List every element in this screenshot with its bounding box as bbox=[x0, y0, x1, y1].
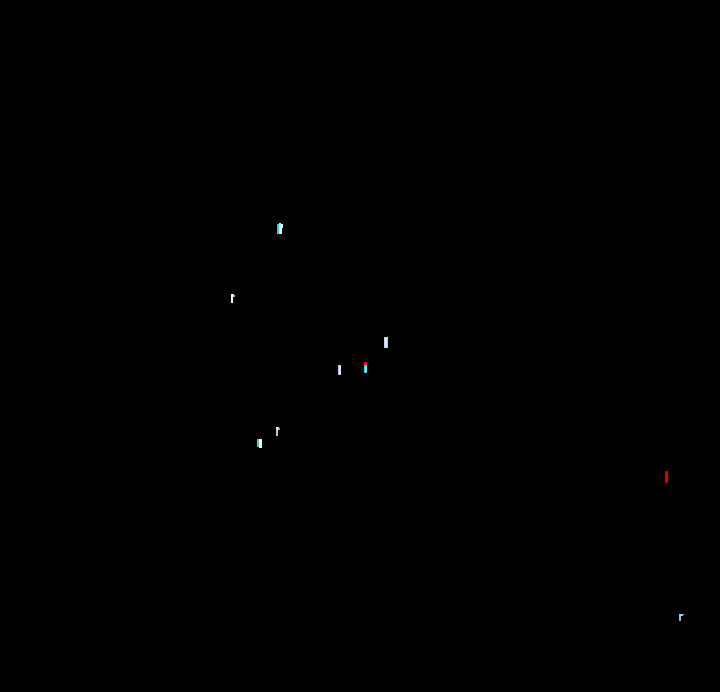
white-hook-sliver-segment bbox=[231, 297, 233, 303]
blue-hook-bottom-right-segment bbox=[679, 616, 681, 621]
blue-hook-bottom-right-segment bbox=[679, 614, 683, 616]
lavender-bar-upper bbox=[384, 337, 388, 348]
pale-blue-hook-segment bbox=[276, 427, 279, 430]
green-white-sliver-segment bbox=[257, 439, 259, 447]
red-cyan-bar bbox=[364, 362, 368, 373]
pale-blue-hook bbox=[275, 427, 280, 436]
lavender-bar-lower bbox=[338, 365, 342, 375]
cyan-magenta-sliver-segment bbox=[277, 224, 279, 234]
blue-hook-bottom-right bbox=[679, 614, 684, 621]
green-white-sliver bbox=[257, 439, 262, 448]
lavender-bar-lower-segment bbox=[339, 366, 341, 374]
white-hook-sliver bbox=[230, 294, 235, 303]
green-white-sliver-segment bbox=[259, 441, 261, 445]
lavender-bar-upper-segment bbox=[385, 338, 387, 347]
red-bar-right bbox=[665, 471, 668, 483]
white-hook-sliver-segment bbox=[233, 295, 235, 297]
red-cyan-bar-segment bbox=[365, 366, 367, 372]
pale-blue-hook-segment bbox=[276, 430, 278, 436]
red-bar-right-segment bbox=[666, 472, 667, 482]
cyan-magenta-sliver-segment bbox=[279, 223, 281, 227]
cyan-magenta-sliver bbox=[277, 223, 283, 234]
cyan-magenta-sliver-segment bbox=[279, 227, 282, 234]
cyan-magenta-sliver-segment bbox=[281, 224, 283, 228]
blue-hook-bottom-right-segment bbox=[682, 614, 684, 615]
red-cyan-bar-segment bbox=[364, 362, 367, 365]
pale-blue-hook-segment bbox=[278, 428, 280, 430]
white-hook-sliver-segment bbox=[231, 294, 234, 297]
